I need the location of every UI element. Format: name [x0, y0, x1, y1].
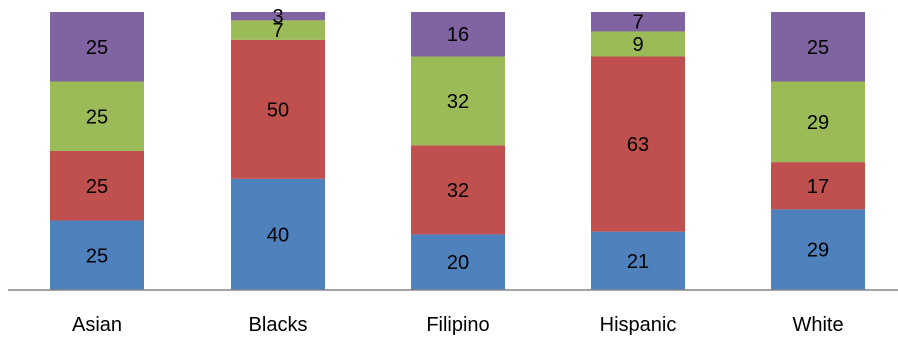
bar-segment-filipino-0	[411, 234, 505, 290]
data-label-asian-3: 25	[86, 37, 108, 59]
data-label-asian-0: 25	[86, 245, 108, 267]
bar-segment-filipino-3	[411, 12, 505, 57]
data-label-blacks-1: 50	[267, 99, 289, 121]
bar-segment-hispanic-2	[591, 31, 685, 57]
data-label-filipino-1: 32	[447, 180, 469, 202]
bar-segment-white-2	[771, 81, 865, 163]
bars-group	[50, 12, 865, 290]
bar-segment-blacks-2	[231, 20, 325, 40]
bar-segment-blacks-1	[231, 39, 325, 179]
data-label-white-0: 29	[807, 240, 829, 262]
category-label-blacks: Blacks	[249, 314, 308, 336]
bar-segment-white-0	[771, 209, 865, 290]
bar-segment-white-3	[771, 12, 865, 82]
bar-segment-asian-0	[50, 220, 144, 290]
category-label-filipino: Filipino	[426, 314, 489, 336]
data-label-blacks-0: 40	[267, 224, 289, 246]
data-label-blacks-2: 7	[272, 20, 283, 42]
data-label-asian-2: 25	[86, 106, 108, 128]
category-label-asian: Asian	[72, 314, 122, 336]
data-label-blacks-3: 3	[272, 6, 283, 28]
data-label-hispanic-1: 63	[627, 134, 649, 156]
data-label-hispanic-3: 7	[632, 12, 643, 34]
category-label-white: White	[792, 314, 843, 336]
data-label-white-1: 17	[807, 176, 829, 198]
bar-segment-white-1	[771, 162, 865, 210]
data-label-hispanic-0: 21	[627, 251, 649, 273]
data-label-hispanic-2: 9	[632, 34, 643, 56]
bar-segment-filipino-1	[411, 145, 505, 235]
bar-segment-blacks-0	[231, 178, 325, 290]
bar-segment-hispanic-0	[591, 231, 685, 290]
bar-segment-hispanic-3	[591, 12, 685, 32]
bar-segment-filipino-2	[411, 56, 505, 146]
bar-segment-hispanic-1	[591, 56, 685, 232]
bar-segment-asian-2	[50, 81, 144, 151]
data-label-filipino-2: 32	[447, 91, 469, 113]
data-label-filipino-3: 16	[447, 24, 469, 46]
bar-segment-asian-3	[50, 12, 144, 82]
bar-segment-blacks-3	[231, 12, 325, 21]
category-label-hispanic: Hispanic	[600, 314, 677, 336]
bar-segment-asian-1	[50, 151, 144, 221]
data-label-white-2: 29	[807, 112, 829, 134]
data-label-filipino-0: 20	[447, 252, 469, 274]
data-label-white-3: 25	[807, 37, 829, 59]
data-label-asian-1: 25	[86, 176, 108, 198]
category-labels-group: Asian Blacks Filipino Hispanic White	[72, 314, 844, 336]
